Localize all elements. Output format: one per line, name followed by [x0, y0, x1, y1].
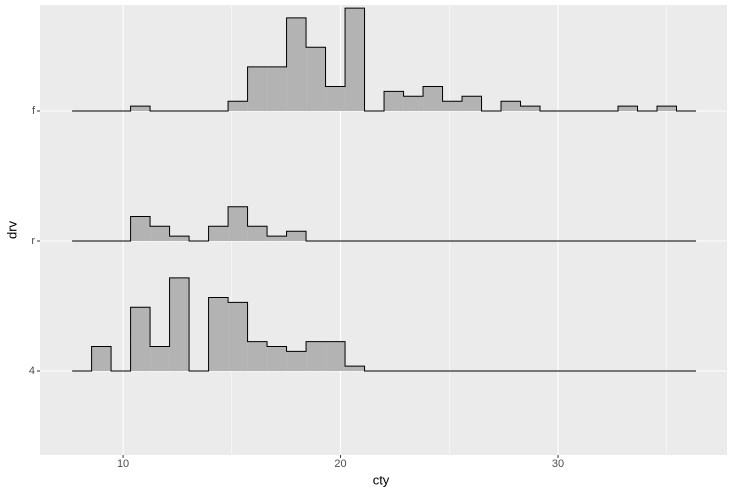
histogram-bin: [228, 101, 248, 111]
histogram-bin: [325, 86, 346, 111]
histogram-bin: [286, 17, 307, 111]
histogram-bin: [247, 66, 268, 111]
x-tick-label: 20: [334, 458, 346, 470]
histogram-bin: [267, 66, 287, 111]
y-tick-label: r: [31, 235, 35, 247]
ridge-outline: [72, 206, 697, 242]
histogram-bin: [208, 297, 229, 371]
histogram-bin: [423, 86, 443, 111]
histogram-bin: [228, 302, 248, 371]
histogram-bin: [442, 101, 463, 111]
histogram-bin: [345, 366, 365, 371]
histogram-bin: [384, 91, 404, 111]
histogram-bin: [501, 101, 521, 111]
histogram-bin: [306, 341, 326, 371]
histogram-bin: [169, 277, 190, 371]
histogram-bin: [130, 106, 151, 111]
histogram-bin: [325, 341, 346, 371]
x-axis-title: cty: [373, 472, 390, 487]
histogram-bin: [169, 236, 190, 241]
histogram-bin: [267, 346, 287, 371]
histogram-bin: [130, 307, 151, 371]
x-tick-label: 10: [117, 458, 129, 470]
histogram-bin: [267, 236, 287, 241]
histogram-bin: [150, 226, 170, 241]
ridge-outline: [72, 277, 697, 372]
histogram-bin: [286, 231, 307, 241]
histogram-bin: [520, 106, 541, 111]
histogram-bin: [247, 226, 268, 241]
histogram-bin: [306, 47, 326, 111]
histogram-bin: [403, 96, 424, 111]
y-tick-label: f: [32, 105, 36, 117]
ridge-outline: [72, 7, 697, 112]
histogram-bin: [130, 216, 151, 241]
histogram-bin: [286, 351, 307, 371]
histogram-bin: [462, 96, 482, 111]
histogram-bin: [618, 106, 638, 111]
histogram-bin: [208, 226, 229, 241]
x-tick-label: 30: [552, 458, 564, 470]
histogram-bin: [228, 206, 248, 241]
y-axis-title: drv: [4, 220, 19, 239]
histogram-bin: [91, 346, 112, 371]
histogram-bin: [150, 346, 170, 371]
histogram-bin: [657, 106, 677, 111]
histogram-bin: [247, 341, 268, 371]
histogram-bin: [345, 8, 365, 112]
y-tick-label: 4: [29, 365, 35, 377]
